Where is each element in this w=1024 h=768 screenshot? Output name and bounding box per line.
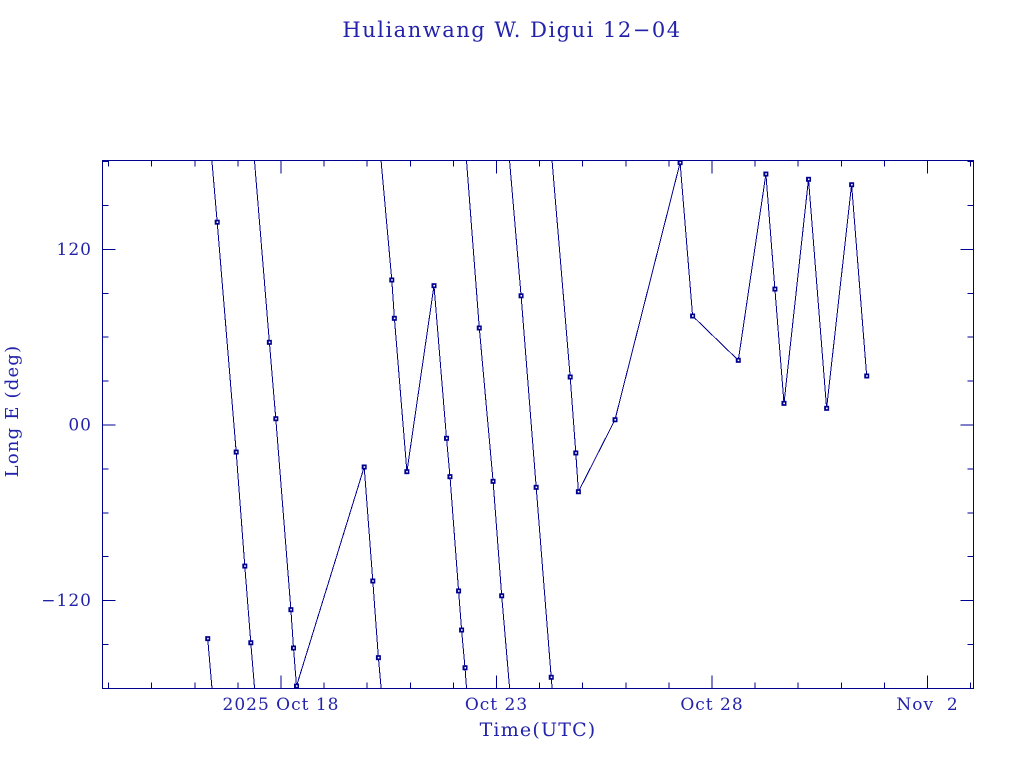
marker-center-dot	[250, 641, 252, 644]
marker-center-dot	[363, 466, 366, 468]
marker-center-dot	[826, 407, 828, 410]
marker-center-dot	[692, 315, 694, 317]
marker-center-dot	[774, 288, 776, 290]
marker-center-dot	[550, 676, 553, 679]
plot-frame	[102, 160, 974, 689]
marker-center-dot	[807, 178, 810, 181]
marker-center-dot	[737, 359, 740, 362]
series-line	[207, 160, 868, 689]
marker-center-dot	[460, 629, 463, 631]
marker-center-dot	[464, 666, 467, 669]
marker-center-dot	[295, 685, 298, 687]
y-tick-label: 00	[68, 416, 92, 436]
marker-center-dot	[679, 161, 682, 164]
marker-center-dot	[445, 437, 448, 440]
marker-center-dot	[765, 173, 767, 175]
marker-center-dot	[492, 480, 495, 483]
marker-center-dot	[851, 183, 853, 186]
x-tick-label: Oct 28	[680, 695, 743, 715]
marker-center-dot	[449, 475, 451, 478]
marker-center-dot	[520, 294, 523, 297]
marker-center-dot	[501, 594, 503, 597]
marker-center-dot	[577, 490, 580, 493]
marker-center-dot	[866, 375, 868, 377]
marker-center-dot	[569, 376, 572, 378]
tick-labels: 2025 Oct 18 Oct 23 Oct 28 Nov 2 120 00 −120	[41, 240, 958, 715]
marker-center-dot	[290, 608, 292, 611]
marker-center-dot	[235, 451, 238, 453]
marker-center-dot	[457, 590, 460, 592]
x-tick-label: Oct 23	[465, 695, 528, 715]
chart-title: Hulianwang W. Digui 12−04	[342, 18, 682, 42]
marker-center-dot	[372, 580, 374, 582]
y-tick-label: 120	[57, 240, 92, 260]
marker-center-dot	[244, 565, 246, 567]
marker-center-dot	[535, 486, 538, 489]
data-point-markers	[205, 160, 870, 689]
marker-center-dot	[433, 284, 436, 287]
marker-center-dot	[575, 452, 577, 454]
marker-center-dot	[783, 402, 785, 405]
marker-center-dot	[216, 221, 219, 223]
marker-center-dot	[406, 470, 408, 473]
x-axis-label: Time(UTC)	[479, 719, 597, 741]
marker-center-dot	[391, 279, 393, 281]
marker-center-dot	[275, 417, 277, 420]
marker-center-dot	[393, 317, 396, 320]
marker-center-dot	[207, 637, 209, 640]
marker-center-dot	[614, 418, 617, 421]
y-tick-label: −120	[41, 591, 92, 611]
x-tick-label: Nov 2	[896, 695, 958, 715]
axis-ticks	[102, 160, 974, 689]
x-tick-label: 2025 Oct 18	[223, 695, 340, 715]
marker-center-dot	[478, 327, 481, 329]
marker-center-dot	[268, 341, 271, 344]
marker-center-dot	[377, 656, 380, 659]
marker-center-dot	[292, 647, 295, 649]
